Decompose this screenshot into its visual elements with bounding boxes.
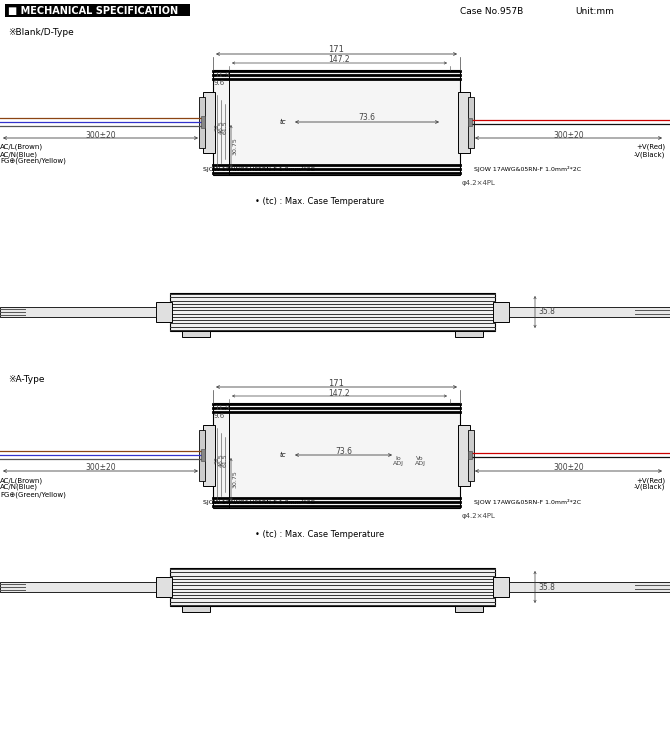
Bar (455, 606, 483, 612)
Text: 46.5: 46.5 (218, 453, 224, 467)
Text: 9.6: 9.6 (214, 80, 225, 86)
Text: φ4.2×4PL: φ4.2×4PL (462, 180, 496, 186)
Text: 147.2: 147.2 (328, 388, 350, 398)
Bar (201, 116, 205, 128)
Bar (509, 582, 670, 592)
Bar (199, 430, 205, 481)
Text: 11.9: 11.9 (214, 405, 230, 411)
Text: 171: 171 (328, 379, 344, 387)
Text: 73.6: 73.6 (335, 447, 352, 455)
Text: FG⊕(Green/Yellow): FG⊕(Green/Yellow) (0, 158, 66, 164)
Text: +V(Red): +V(Red) (636, 477, 665, 483)
Text: +V(Red): +V(Red) (636, 144, 665, 151)
Text: ※Blank/D-Type: ※Blank/D-Type (8, 28, 74, 37)
Bar (468, 430, 474, 481)
Text: AC/L(Brown): AC/L(Brown) (0, 477, 43, 483)
Bar (458, 425, 470, 486)
Bar (468, 451, 472, 459)
Bar (5, 5, 17, 15)
Text: 73.6: 73.6 (358, 113, 375, 123)
Bar (213, 70, 460, 175)
Text: Io: Io (395, 455, 401, 461)
Bar (493, 302, 509, 322)
Text: 300±20: 300±20 (553, 131, 584, 140)
Bar (493, 577, 509, 597)
Bar (170, 293, 495, 331)
Text: 61.5: 61.5 (222, 120, 228, 134)
Text: 9.6: 9.6 (214, 413, 225, 419)
Text: FG⊕(Green/Yellow): FG⊕(Green/Yellow) (0, 491, 66, 498)
Text: • (tc) : Max. Case Temperature: • (tc) : Max. Case Temperature (255, 530, 385, 539)
Bar (182, 606, 210, 612)
Text: 300±20: 300±20 (85, 131, 116, 140)
Bar (509, 307, 670, 317)
Text: 171: 171 (328, 45, 344, 55)
Bar (156, 302, 172, 322)
Text: tc: tc (279, 119, 286, 125)
Bar (213, 403, 460, 508)
Text: AC/N(Blue): AC/N(Blue) (0, 151, 38, 157)
Bar (0, 307, 156, 317)
Text: tc: tc (279, 452, 286, 458)
Text: 300±20: 300±20 (553, 463, 584, 472)
Bar (455, 331, 483, 337)
Text: AC/N(Blue): AC/N(Blue) (0, 484, 38, 491)
Text: • (tc) : Max. Case Temperature: • (tc) : Max. Case Temperature (255, 197, 385, 206)
Text: 147.2: 147.2 (328, 56, 350, 64)
Text: φ4.2×4PL: φ4.2×4PL (462, 513, 496, 519)
Text: SJOW 17AWG&H05RN-F 1.0mm²*3C: SJOW 17AWG&H05RN-F 1.0mm²*3C (203, 166, 315, 172)
Text: Case No.957B: Case No.957B (460, 7, 523, 15)
Text: ADJ: ADJ (393, 461, 403, 466)
Bar (199, 97, 205, 148)
Text: 32: 32 (214, 123, 220, 131)
Bar (0, 582, 156, 592)
Text: MECHANICAL SPECIFICATION: MECHANICAL SPECIFICATION (20, 5, 189, 15)
Bar (201, 449, 205, 461)
Text: Vo: Vo (416, 455, 424, 461)
Text: AC/L(Brown): AC/L(Brown) (0, 144, 43, 151)
Bar (156, 577, 172, 597)
Bar (203, 425, 215, 486)
Bar (5, 4, 170, 17)
Bar (170, 568, 495, 606)
Text: ■ MECHANICAL SPECIFICATION: ■ MECHANICAL SPECIFICATION (8, 6, 178, 16)
Text: -V(Black): -V(Black) (634, 484, 665, 491)
Text: ※A-Type: ※A-Type (8, 375, 44, 384)
Bar (182, 331, 210, 337)
Bar (458, 92, 470, 153)
Bar (203, 92, 215, 153)
Text: -V(Black): -V(Black) (634, 151, 665, 157)
Text: 46.5: 46.5 (218, 120, 224, 134)
Text: 30.75: 30.75 (233, 137, 238, 155)
Text: 300±20: 300±20 (85, 463, 116, 472)
Text: 30.75: 30.75 (233, 470, 238, 488)
Text: 35.8: 35.8 (538, 583, 555, 591)
Text: 11.9: 11.9 (214, 72, 230, 78)
Text: SJOW 17AWG&05RN-F 1.0mm²*2C: SJOW 17AWG&05RN-F 1.0mm²*2C (474, 166, 581, 172)
Text: 61.5: 61.5 (222, 453, 228, 467)
Text: SJOW 17AWG&05RN-F 1.0mm²*2C: SJOW 17AWG&05RN-F 1.0mm²*2C (474, 499, 581, 505)
Text: ADJ: ADJ (415, 461, 425, 466)
Bar (468, 97, 474, 148)
Bar (468, 118, 472, 126)
Text: 35.8: 35.8 (538, 308, 555, 317)
Text: Unit:mm: Unit:mm (575, 7, 614, 15)
Text: SJOW 17AWG&H05RN-F 1.0mm²*3C: SJOW 17AWG&H05RN-F 1.0mm²*3C (203, 499, 315, 505)
Text: 32: 32 (214, 456, 220, 464)
